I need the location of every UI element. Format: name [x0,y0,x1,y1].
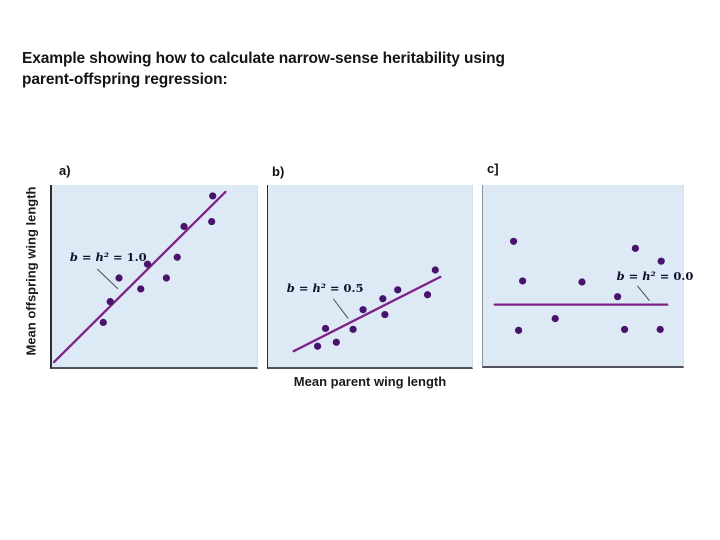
data-point [379,295,387,303]
data-point [551,314,559,323]
data-point [162,274,170,282]
data-point [321,324,330,333]
data-point [332,338,340,346]
data-point [510,237,518,245]
data-point [519,277,527,285]
panel-a-tag: a) [59,163,71,178]
data-point [173,253,181,261]
slide-title: Example showing how to calculate narrow-… [22,50,505,88]
data-point [621,325,629,334]
data-point [313,342,322,350]
heritability-annotation: b = h² = 0.5 [286,281,364,295]
panel-b-tag: b) [272,164,285,179]
panel-b-scatter-plot: b = h² = 0.5 [267,185,473,369]
regression-line [292,275,442,353]
x-axis-label: Mean parent wing length [293,374,447,389]
data-point [208,217,216,226]
data-point [394,286,402,294]
data-point [431,266,439,274]
annotation-pointer-line [637,285,650,301]
plot-canvas [52,190,227,364]
annotation-pointer-line [96,268,119,290]
panel-a-scatter-plot: b = h² = 1.0 [50,185,258,369]
data-point [115,274,123,282]
data-point [209,192,217,200]
annotation-pointer-line [332,298,349,319]
data-point [657,257,665,265]
panel-c-tag: c] [487,161,499,176]
data-point [515,326,523,334]
plot-canvas [493,237,669,334]
heritability-annotation: b = h² = 0.0 [616,269,694,284]
y-axis-label: Mean offspring wing length [23,186,39,356]
data-point [349,325,357,333]
data-point [423,291,432,299]
heritability-annotation: b = h² = 1.0 [69,250,147,265]
data-point [106,298,114,306]
data-point [614,293,622,301]
data-point [381,310,389,319]
data-point [137,285,145,293]
data-point [656,325,664,334]
data-point [359,306,367,314]
data-point [578,278,586,286]
data-point [99,318,107,327]
plot-canvas [292,266,442,353]
data-point [143,260,152,268]
data-point [631,244,639,252]
panel-c-scatter-plot: b = h² = 0.0 [482,185,693,368]
data-point [180,222,188,231]
regression-line [52,190,227,364]
